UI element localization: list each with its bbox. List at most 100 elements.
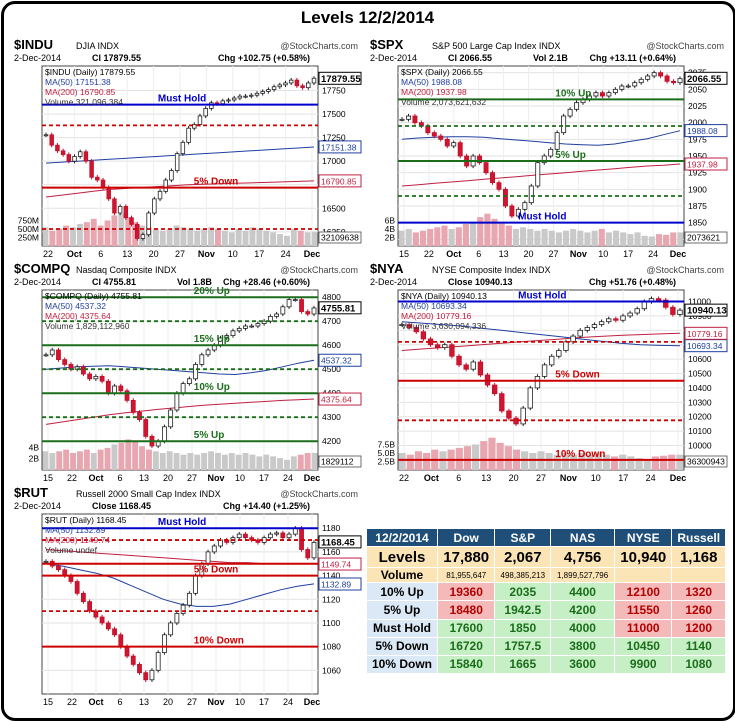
volume-bar <box>97 225 104 246</box>
x-tick-label: 20 <box>149 249 159 259</box>
volume-bar <box>146 449 152 470</box>
legend-entry: Volume undef <box>45 545 98 555</box>
volume-tick-label: 750M <box>18 216 39 226</box>
volume-bar <box>448 229 455 246</box>
volume-bar <box>548 230 555 246</box>
table-cell: 17,880 <box>436 546 496 569</box>
y-tick-label: 1080 <box>322 642 341 652</box>
volume-bar <box>83 449 90 470</box>
candle-body <box>137 411 142 420</box>
x-tick-label: 24 <box>283 473 293 483</box>
volume-bar <box>455 227 462 246</box>
chart-date: 2-Dec-2014 <box>14 53 61 63</box>
volume-bar <box>541 229 548 246</box>
legend-entry: MA(200) 1149.74 <box>45 535 110 545</box>
y-tick-label: 4800 <box>322 292 341 302</box>
y-tick-label: 17500 <box>322 109 346 119</box>
volume-tick-label: 5.0B <box>378 448 396 458</box>
volume-bar <box>462 223 469 246</box>
volume-bar <box>297 230 304 246</box>
legend-entry: Volume 2,073,621,632 <box>401 97 486 107</box>
candle-body <box>236 328 242 332</box>
candle-body <box>130 399 136 413</box>
candle-body <box>502 188 508 207</box>
table-header-cell: Dow <box>436 527 496 548</box>
candle-body <box>266 89 271 92</box>
candle-body <box>593 92 599 97</box>
page-title: Levels 12/2/2014 <box>300 8 435 27</box>
volume-bar <box>627 456 635 470</box>
chart-panel-spx: $SPX S&P 500 Large Cap Index INDX @StockCh… <box>368 38 728 260</box>
candle-body <box>243 533 248 539</box>
x-tick-label: 22 <box>424 249 434 259</box>
table-cell: 1320 <box>671 582 726 602</box>
y-tick-label: 2000 <box>688 118 707 128</box>
volume-bar <box>111 444 118 470</box>
candle-body <box>140 234 146 239</box>
x-tick-label: 24 <box>646 473 656 483</box>
candle-body <box>180 383 186 394</box>
level-label: 20% Up <box>194 286 230 297</box>
candle-body <box>299 527 304 550</box>
axis-value-label: 17151.38 <box>321 142 357 152</box>
chart-name: S&P 500 Large Cap Index INDX <box>432 41 560 51</box>
candle-body <box>130 655 136 665</box>
x-tick-label: 6 <box>98 249 103 259</box>
candle-body <box>205 349 211 356</box>
table-cell: 2035 <box>494 582 552 602</box>
legend-entry: Volume 1,829,112,960 <box>45 321 130 331</box>
axis-value-label: 4375.64 <box>321 395 352 405</box>
volume-bar <box>586 454 594 470</box>
volume-bar <box>166 229 173 246</box>
volume-last-box <box>684 231 728 244</box>
volume-bar <box>472 444 480 470</box>
candle-body <box>255 539 261 543</box>
candle-body <box>199 354 205 365</box>
candle-body <box>77 151 83 157</box>
candle-body <box>211 545 217 553</box>
volume-bar <box>201 453 208 470</box>
candle-body <box>528 185 534 204</box>
candle-body <box>271 86 277 90</box>
volume-bar <box>125 217 132 246</box>
axis-value-box <box>318 174 362 188</box>
volume-bar <box>545 453 553 470</box>
volume-bar <box>578 453 586 470</box>
x-tick-label: 27 <box>175 249 185 259</box>
table-cell: 16720 <box>436 636 496 656</box>
row-label: Volume <box>366 567 438 584</box>
volume-last-label: 2073621 <box>687 233 720 243</box>
candle-body <box>574 102 580 110</box>
volume-bar <box>434 227 441 246</box>
volume-last-label: 32109638 <box>321 233 359 243</box>
candle-body <box>174 392 180 411</box>
y-tick-label: 17250 <box>322 133 346 143</box>
chart-name: DJIA INDX <box>76 41 119 51</box>
x-tick-label: Nov <box>207 697 224 707</box>
y-tick-label: 4200 <box>322 436 341 446</box>
volume-bar <box>290 229 297 246</box>
candle-body <box>477 155 483 164</box>
row-label: 10% Up <box>366 582 438 602</box>
volume-bar <box>527 229 534 246</box>
table-cell: 18480 <box>436 600 496 620</box>
candle-body <box>677 309 683 315</box>
table-cell: 1757.5 <box>494 636 552 656</box>
x-tick-label: 15 <box>43 697 53 707</box>
level-label: 15% Up <box>194 334 230 345</box>
volume-bar <box>598 229 605 246</box>
candle-body <box>72 156 77 162</box>
axis-value-box <box>318 71 362 85</box>
level-label: 5% Up <box>194 430 225 441</box>
candle-body <box>449 344 455 357</box>
volume-bar <box>132 441 139 470</box>
candle-body <box>124 390 130 401</box>
candle-body <box>193 575 198 594</box>
candle-body <box>577 329 583 337</box>
legend-entry: $RUT (Daily) 1168.45 <box>45 515 127 525</box>
candle-body <box>305 311 311 315</box>
table-cell: 1140 <box>671 636 726 656</box>
candle-body <box>174 613 180 624</box>
x-tick-label: 20 <box>509 473 519 483</box>
volume-bar <box>152 229 159 246</box>
